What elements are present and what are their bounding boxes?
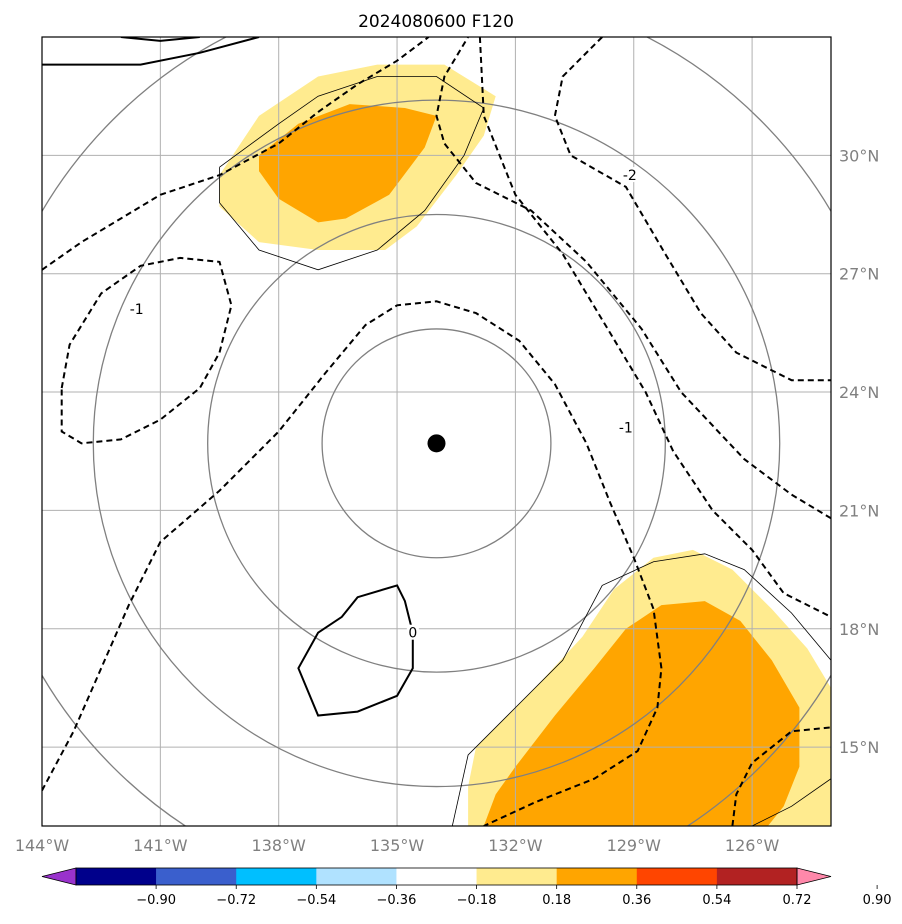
solid-contour [120,37,200,42]
chart-title: 2024080600 F120 [358,12,514,32]
colorbar-tick-label: 0.18 [542,893,571,908]
colorbar-frame [75,867,798,886]
colorbar: −0.90 −0.72 −0.54 −0.36 −0.18 0.18 0.36 0.54 0.7… [41,867,892,908]
x-tick-label: 132°W [488,836,543,855]
colorbar-tick-label: 0.72 [783,893,812,908]
x-tick-label: 135°W [370,836,425,855]
solid-contour [42,37,260,66]
colorbar-tick-label: −0.36 [377,893,417,908]
map-plot-area [42,37,831,826]
solid-contour [297,584,414,717]
filled-contour [259,104,437,223]
colorbar-tick-label: −0.54 [296,893,336,908]
colorbar-tick-label: −0.90 [136,893,176,908]
range-ring [321,328,552,559]
dashed-contour [42,300,663,826]
dashed-contour [553,37,831,382]
x-tick-label: 141°W [133,836,188,855]
contour-label: 0 [408,626,417,642]
colorbar-extend-high [796,867,832,886]
contour-label-bg [130,301,143,317]
x-tick-label: 138°W [252,836,307,855]
boundary-lines [219,76,831,826]
boundary-line [219,76,485,271]
dashed-contour [42,37,430,271]
colorbar-segment [396,868,477,885]
contour-label-bg [623,167,636,183]
x-tick-label: 129°W [607,836,662,855]
dashed-contour [478,37,831,618]
colorbar-segment [556,868,638,885]
contour-label: -1 [619,421,633,437]
y-tick-label: 30°N [839,146,879,165]
y-tick-label: 27°N [839,265,879,284]
x-axis-ticks: 144°W 141°W 138°W 135°W 132°W 129°W 126°W [15,836,780,855]
plot-frame [41,36,832,827]
colorbar-segment [76,868,157,885]
colorbar-tick-label: −0.72 [216,893,256,908]
colorbar-extend-low [41,867,77,886]
solid-contours [42,37,414,717]
y-axis-ticks: 30°N 27°N 24°N 21°N 18°N 15°N [839,146,879,757]
x-tick-label: 126°W [725,836,780,855]
colorbar-segment [316,868,397,885]
contour-label-bg [619,419,632,435]
range-ring [92,99,781,788]
colorbar-segment [476,868,557,885]
colorbar-tick-label: 0.54 [702,893,731,908]
contour-label-bg [406,624,419,640]
colorbar-segment [716,868,798,885]
storm-center-marker [427,434,446,453]
filled-contours [219,64,831,826]
dashed-contours [42,37,831,826]
colorbar-segment [236,868,317,885]
y-tick-label: 21°N [839,501,879,520]
boundary-line [451,553,831,826]
colorbar-segment [636,868,718,885]
center-marker-group [427,434,446,453]
colorbar-tick-label: 0.90 [863,893,892,908]
colorbar-tick-label: 0.36 [622,893,651,908]
dashed-contour [435,37,831,520]
range-rings [42,37,831,826]
y-tick-label: 18°N [839,620,879,639]
filled-contour [483,601,800,826]
y-tick-label: 15°N [839,738,879,757]
colorbar-tick-label: −0.18 [457,893,497,908]
contour-labels: -1 -1 -2 0 [130,167,637,642]
colorbar-segment [156,868,237,885]
x-tick-label: 144°W [15,836,70,855]
dashed-contour [731,726,831,826]
range-ring [207,213,666,673]
dashed-contour [60,256,233,445]
y-tick-label: 24°N [839,383,879,402]
boundary-line [751,778,831,826]
contour-label: -1 [130,302,144,318]
contour-label: -2 [623,168,637,184]
